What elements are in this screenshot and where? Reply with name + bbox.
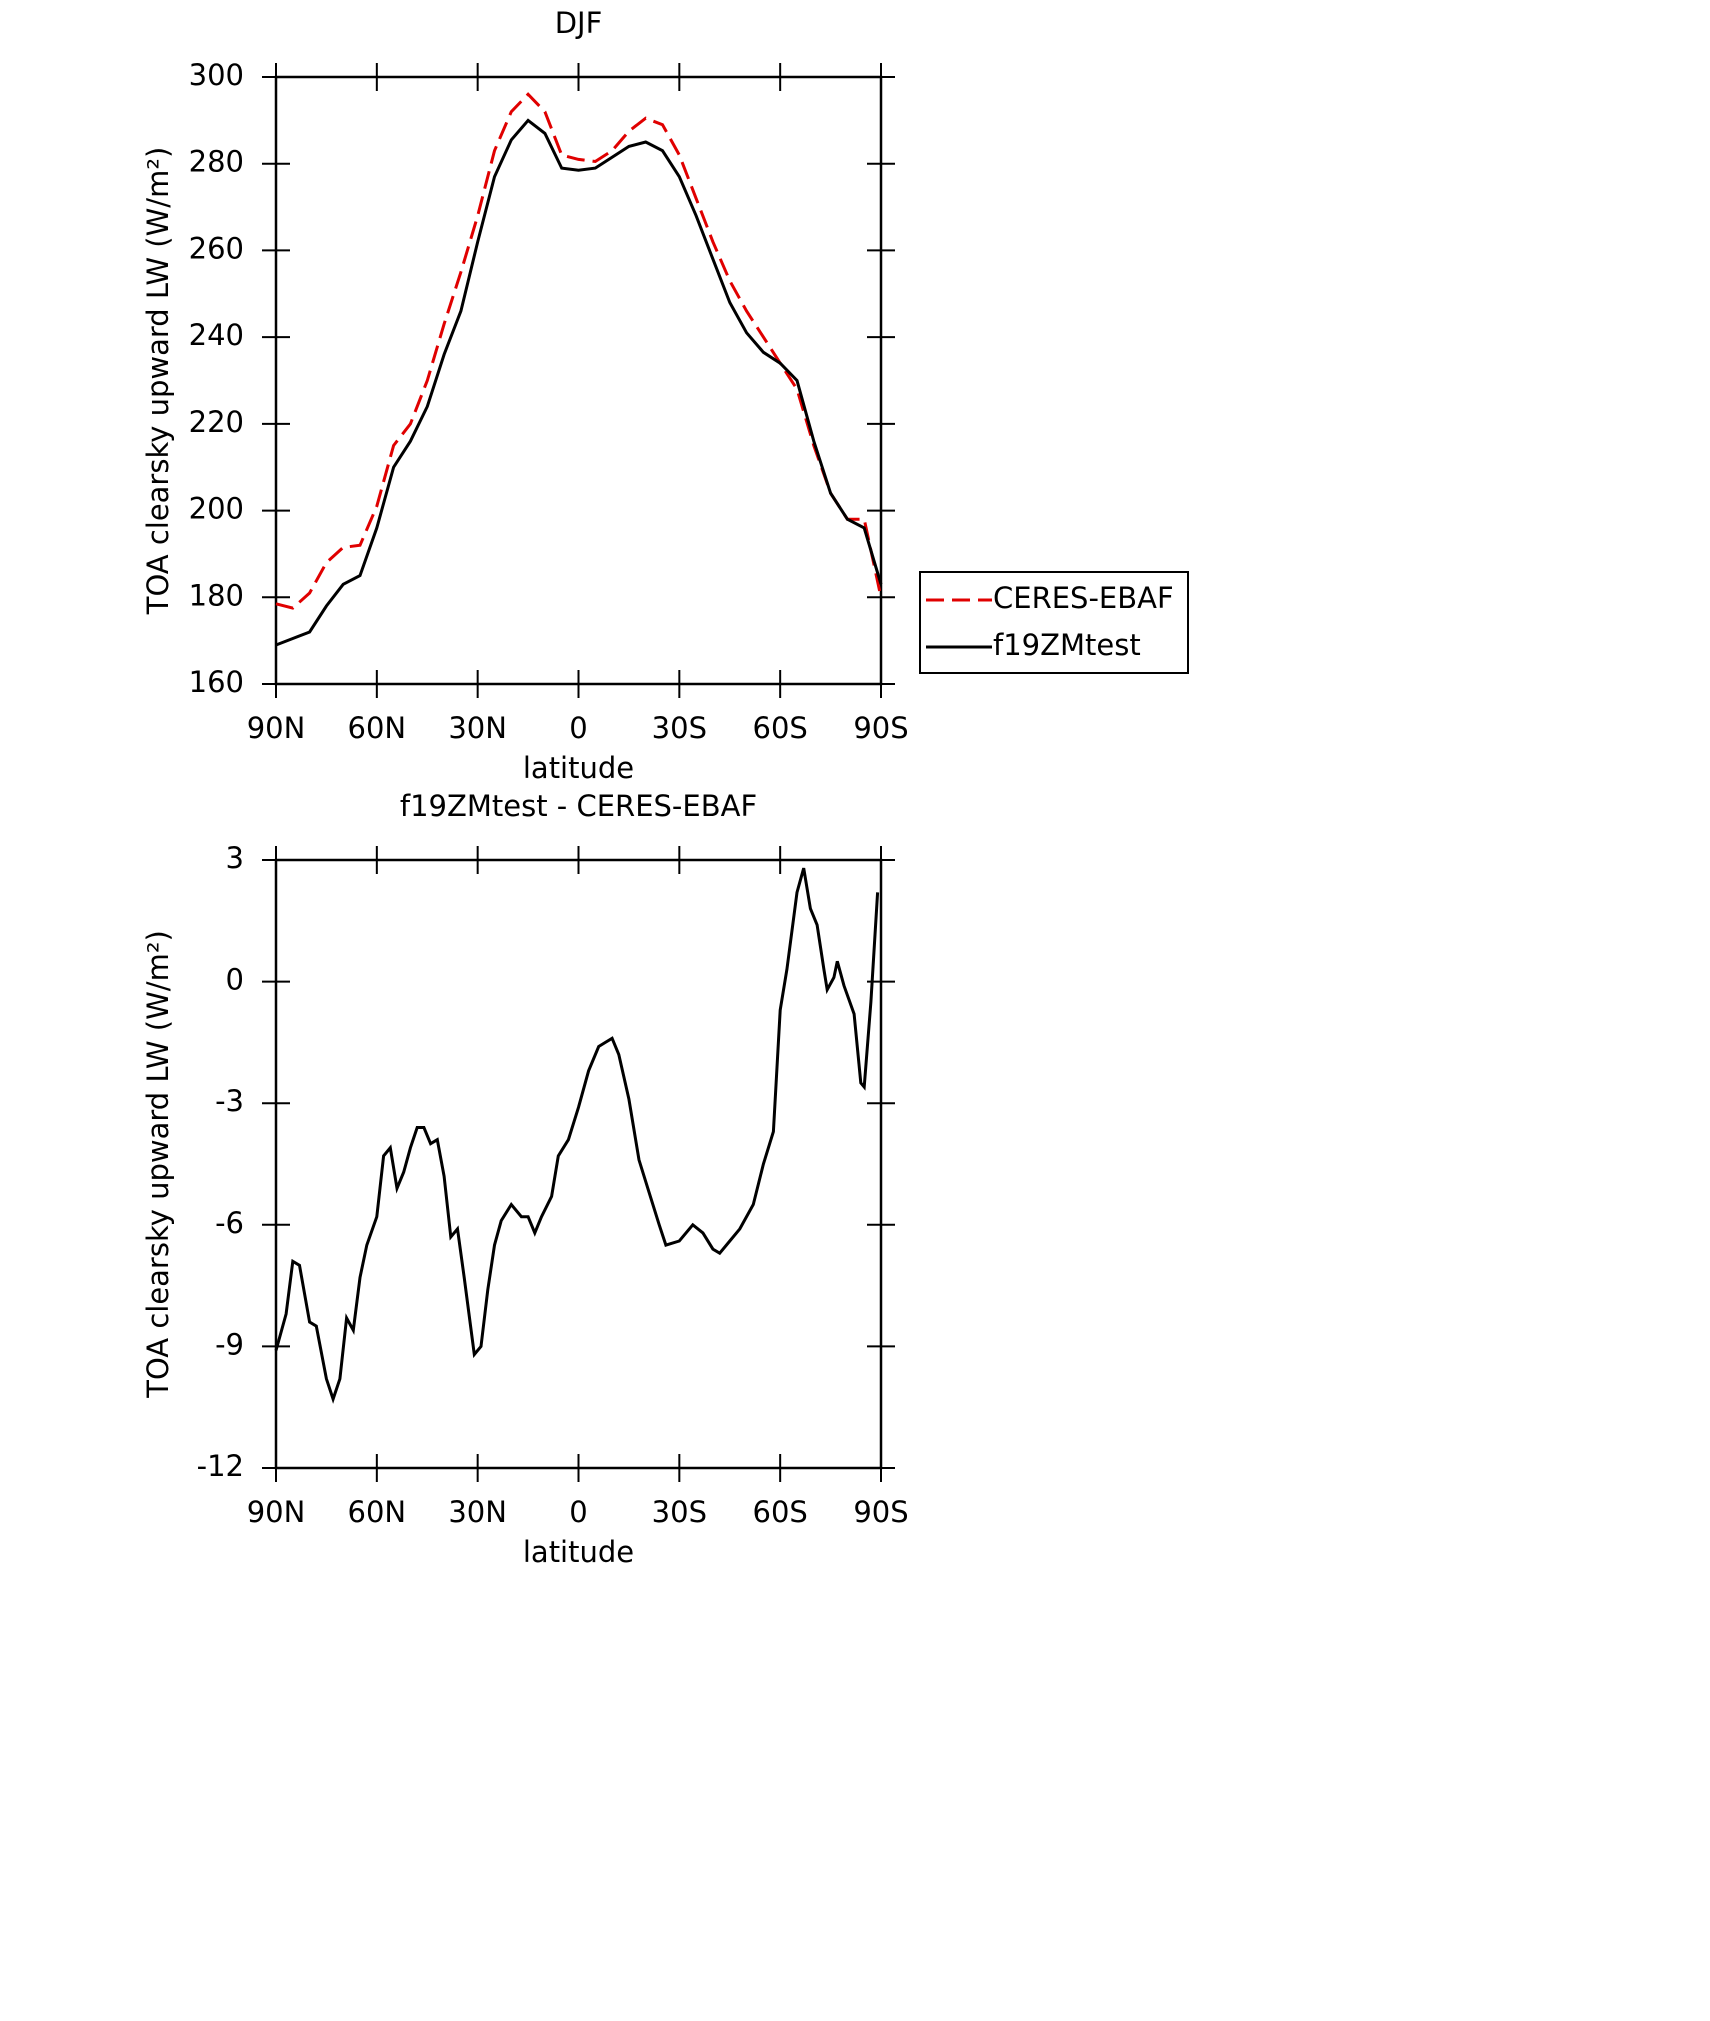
y-tick-label: -9 bbox=[215, 1327, 244, 1361]
x-tick-label: 60N bbox=[348, 711, 407, 745]
y-tick-label: 0 bbox=[226, 963, 244, 997]
x-axis-label: latitude bbox=[523, 751, 634, 785]
x-tick-label: 30S bbox=[652, 1495, 707, 1529]
y-tick-label: 3 bbox=[226, 841, 244, 875]
y-tick-label: -6 bbox=[215, 1206, 244, 1240]
x-tick-label: 60S bbox=[753, 1495, 808, 1529]
y-tick-label: 200 bbox=[189, 492, 244, 526]
legend-label: f19ZMtest bbox=[993, 628, 1141, 662]
y-tick-label: 260 bbox=[189, 231, 244, 265]
x-tick-label: 90N bbox=[247, 1495, 306, 1529]
y-tick-label: -12 bbox=[197, 1449, 244, 1483]
x-tick-label: 30S bbox=[652, 711, 707, 745]
chart-title: f19ZMtest - CERES-EBAF bbox=[400, 789, 757, 823]
data-line bbox=[275, 118, 883, 647]
x-tick-label: 60S bbox=[753, 711, 808, 745]
y-tick-label: 240 bbox=[189, 318, 244, 352]
x-tick-label: 30N bbox=[448, 711, 507, 745]
x-tick-label: 0 bbox=[569, 711, 587, 745]
y-tick-label: 300 bbox=[189, 58, 244, 92]
y-axis-label: TOA clearsky upward LW (W/m²) bbox=[141, 147, 175, 616]
y-axis-label: TOA clearsky upward LW (W/m²) bbox=[141, 930, 175, 1399]
chart-title: DJF bbox=[555, 6, 603, 40]
x-tick-label: 30N bbox=[448, 1495, 507, 1529]
x-tick-label: 90N bbox=[247, 711, 306, 745]
legend-box bbox=[919, 571, 1189, 674]
y-tick-label: 180 bbox=[189, 578, 244, 612]
legend-label: CERES-EBAF bbox=[993, 581, 1174, 615]
y-tick-label: 220 bbox=[189, 405, 244, 439]
y-tick-label: 160 bbox=[189, 665, 244, 699]
x-tick-label: 0 bbox=[569, 1495, 587, 1529]
x-tick-label: 90S bbox=[853, 1495, 908, 1529]
y-tick-label: 280 bbox=[189, 145, 244, 179]
x-tick-label: 90S bbox=[853, 711, 908, 745]
y-tick-label: -3 bbox=[215, 1084, 244, 1118]
x-axis-label: latitude bbox=[523, 1535, 634, 1569]
data-line bbox=[274, 867, 880, 1404]
x-tick-label: 60N bbox=[348, 1495, 407, 1529]
